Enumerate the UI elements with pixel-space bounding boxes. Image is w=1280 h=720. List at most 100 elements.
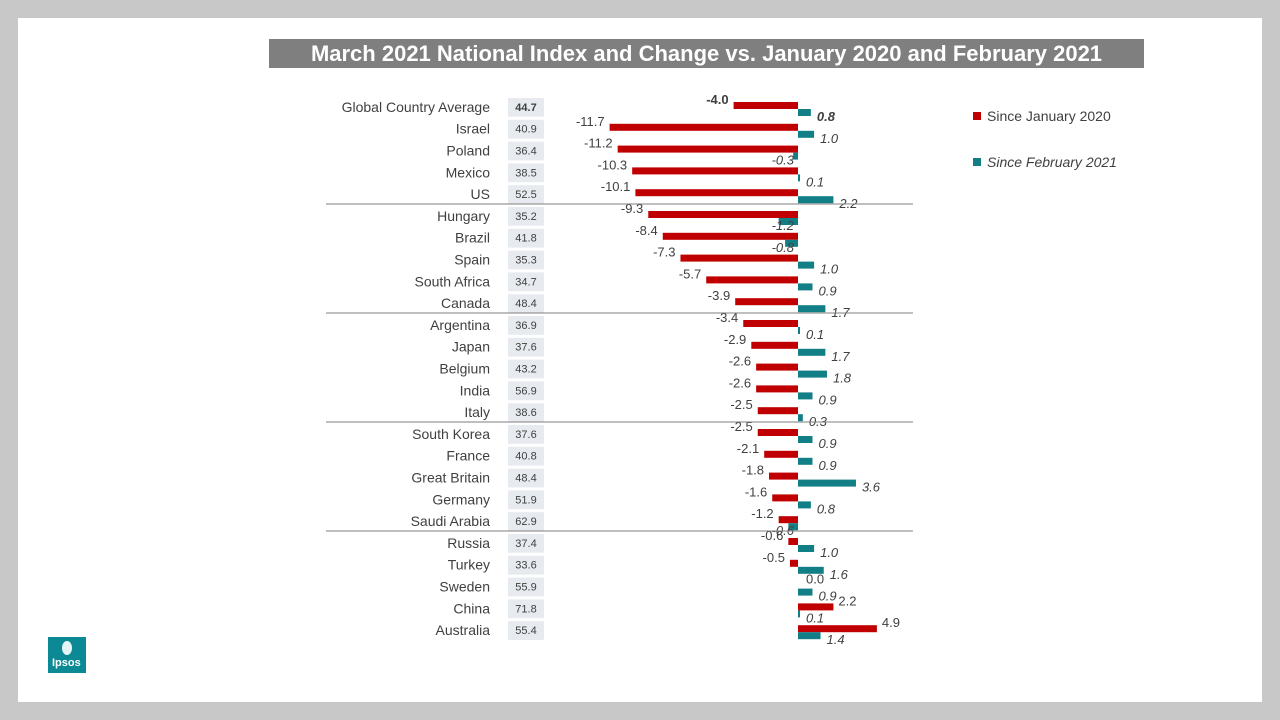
- bar-feb: [798, 610, 800, 618]
- bar-jan: [788, 538, 798, 545]
- bar-feb: [785, 239, 798, 247]
- data-label-feb: 1.8: [833, 371, 852, 386]
- index-cell: [508, 468, 544, 488]
- data-label-feb: 1.0: [820, 131, 839, 146]
- bar-jan: [772, 494, 798, 502]
- bar-feb: [798, 305, 826, 313]
- index-value: 40.8: [515, 451, 536, 463]
- country-label: Australia: [436, 622, 491, 638]
- bar-feb: [798, 479, 856, 487]
- bar-jan: [757, 407, 798, 415]
- country-label: Poland: [446, 143, 490, 159]
- bar-feb: [798, 261, 815, 269]
- data-label-feb: 0.1: [806, 174, 824, 189]
- country-label: Global Country Average: [342, 99, 491, 115]
- data-label-feb: 0.1: [806, 327, 824, 342]
- bar-jan: [635, 189, 798, 197]
- index-value: 55.4: [515, 625, 536, 637]
- bar-feb: [798, 327, 800, 334]
- bar-jan: [706, 276, 798, 284]
- bar-feb: [798, 348, 826, 356]
- country-label: US: [471, 186, 490, 202]
- data-label-jan: -2.5: [730, 397, 752, 412]
- index-cell: [508, 98, 544, 117]
- index-value: 48.4: [515, 298, 536, 310]
- index-cell: [508, 337, 544, 357]
- country-label: Mexico: [446, 164, 491, 180]
- index-cell: [508, 555, 544, 575]
- bar-feb: [798, 174, 800, 182]
- index-value: 37.4: [515, 538, 536, 550]
- index-value: 38.5: [515, 167, 536, 179]
- bar-feb: [798, 370, 827, 378]
- index-value: 35.3: [515, 255, 536, 267]
- index-value: 38.6: [515, 407, 536, 419]
- bar-jan: [617, 145, 798, 153]
- data-label-feb: 0.9: [818, 589, 836, 604]
- index-value: 36.4: [515, 146, 536, 158]
- index-value: 33.6: [515, 560, 536, 572]
- country-label: Sweden: [439, 579, 490, 595]
- bar-jan: [632, 167, 798, 175]
- legend-swatch-feb: [973, 158, 981, 167]
- index-cell: [508, 228, 544, 248]
- data-label-feb: 1.6: [830, 567, 849, 582]
- bar-feb: [798, 109, 811, 116]
- bar-feb: [798, 196, 834, 204]
- index-value: 52.5: [515, 189, 536, 201]
- data-label-feb: 1.0: [820, 262, 839, 277]
- bar-feb: [793, 152, 798, 160]
- legend-swatch-jan: [973, 112, 981, 121]
- index-value: 37.6: [515, 429, 536, 441]
- slide: March 2021 National Index and Change vs.…: [18, 18, 1262, 702]
- index-value: 56.9: [515, 385, 536, 397]
- data-label-jan: -7.3: [653, 245, 675, 260]
- legend-label-feb: Since February 2021: [987, 154, 1117, 170]
- data-label-jan: -1.2: [751, 506, 773, 521]
- index-value: 71.8: [515, 603, 536, 615]
- index-cell: [508, 250, 544, 270]
- country-label: Italy: [464, 404, 490, 420]
- index-value: 37.6: [515, 342, 536, 354]
- legend-item-jan: Since January 2020: [973, 108, 1111, 124]
- index-cell: [508, 119, 544, 139]
- index-value: 41.8: [515, 233, 536, 245]
- bar-jan: [769, 472, 798, 480]
- index-cell: [508, 359, 544, 379]
- bar-feb: [798, 632, 821, 640]
- data-label-jan: -10.3: [598, 157, 628, 172]
- data-label-feb: 0.9: [818, 436, 836, 451]
- bar-jan: [756, 363, 798, 371]
- data-label-feb: -0.8: [772, 240, 795, 255]
- index-cell: [508, 163, 544, 183]
- bar-feb: [798, 283, 813, 291]
- data-label-jan: 0.0: [806, 572, 824, 587]
- index-cell: [508, 185, 544, 204]
- index-cell: [508, 141, 544, 161]
- index-cell: [508, 621, 544, 640]
- index-cell: [508, 425, 544, 444]
- country-label: Spain: [454, 252, 490, 268]
- bar-jan: [733, 102, 798, 109]
- country-label: Hungary: [437, 208, 490, 224]
- country-label: Turkey: [448, 557, 490, 573]
- data-label-jan: -1.6: [745, 484, 767, 499]
- index-cell: [508, 403, 544, 422]
- data-label-jan: -3.9: [708, 288, 730, 303]
- country-label: Argentina: [430, 317, 490, 333]
- data-label-jan: 4.9: [882, 615, 900, 630]
- index-cell: [508, 490, 544, 510]
- index-value: 51.9: [515, 494, 536, 506]
- bar-jan: [751, 341, 798, 349]
- country-label: Brazil: [455, 230, 490, 246]
- data-label-jan: -10.1: [601, 179, 631, 194]
- index-cell: [508, 446, 544, 466]
- data-label-feb: 1.7: [831, 349, 850, 364]
- data-label-jan: -1.8: [742, 463, 764, 478]
- bar-jan: [609, 123, 798, 131]
- country-label: Great Britain: [411, 470, 490, 486]
- chart: Global Country Average 44.7 -4.0 0.8 Israel 4…: [326, 92, 913, 647]
- data-label-feb: 0.8: [817, 501, 836, 516]
- bar-feb: [798, 566, 824, 574]
- bar-jan: [662, 232, 798, 240]
